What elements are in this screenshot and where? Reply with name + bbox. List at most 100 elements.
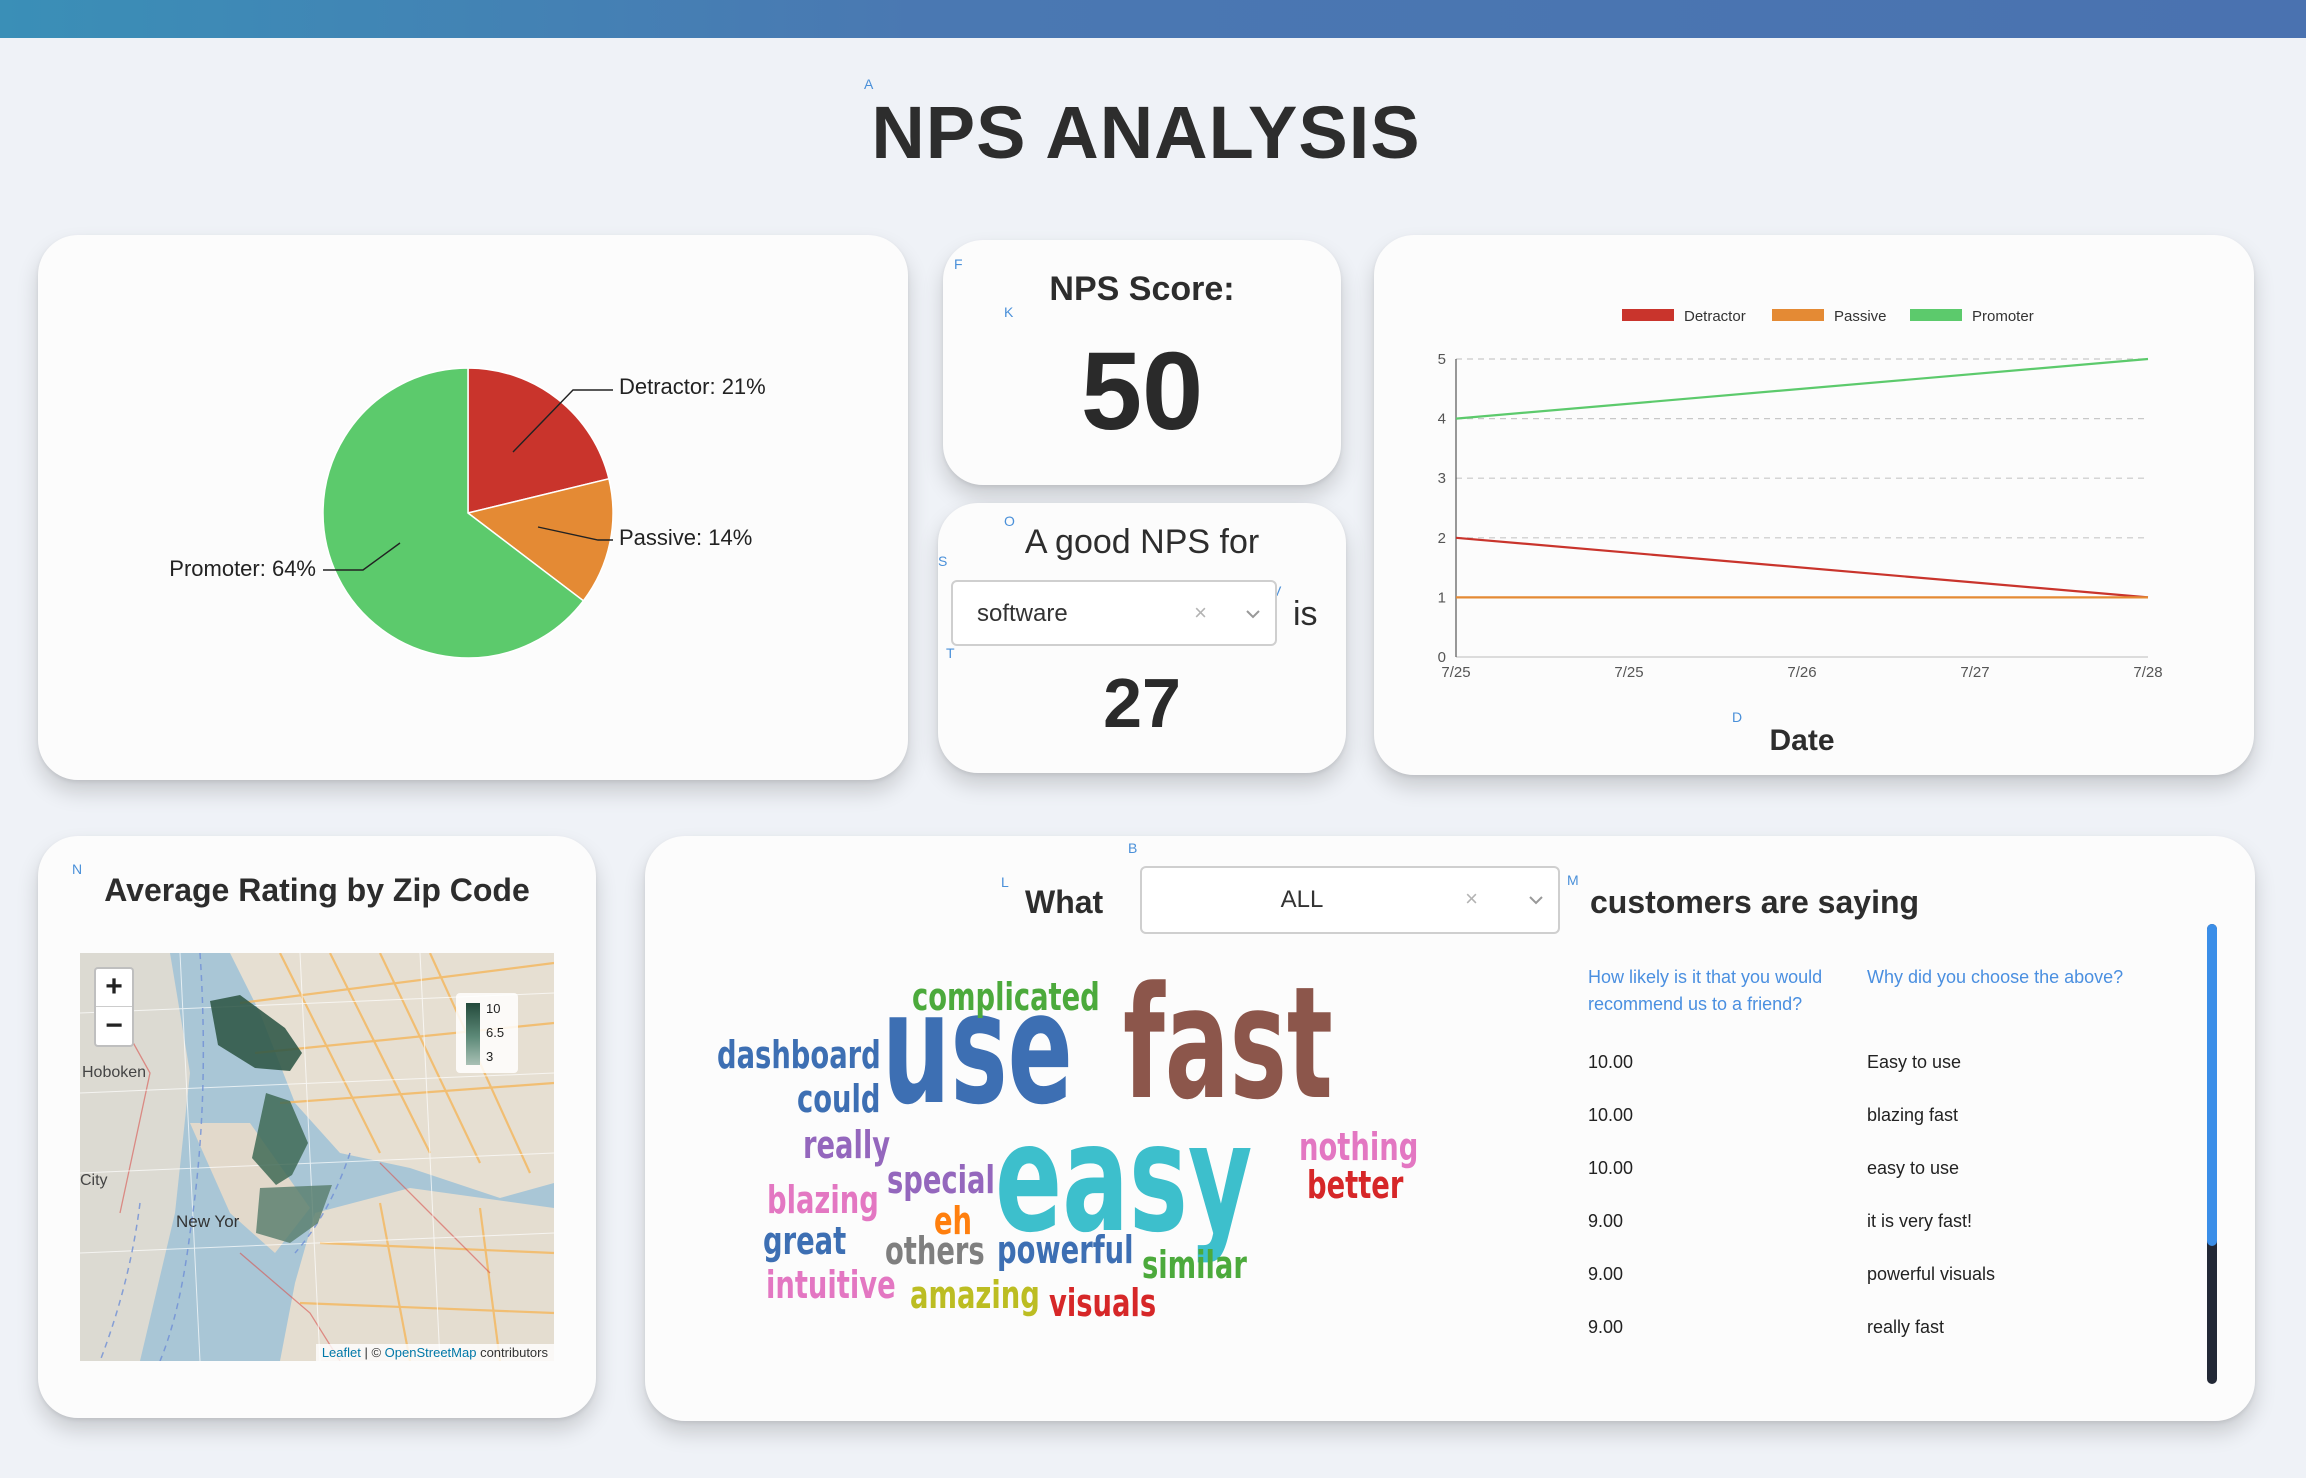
zip-region-low[interactable] [256,1185,332,1243]
good-nps-card: O S V T A good NPS for software × is 27 [938,503,1346,773]
zoom-out-button[interactable]: − [105,1009,123,1042]
marker-t: T [946,645,955,661]
legend-label-passive[interactable]: Passive [1834,308,1887,325]
chevron-down-icon[interactable] [1528,892,1544,908]
chevron-down-icon[interactable] [1245,606,1261,622]
industry-select[interactable]: software × [951,580,1277,646]
word-cloud-word: really [803,1123,891,1167]
pie-label-passive: Passive: 14% [619,525,752,550]
x-tick-label: 7/26 [1787,664,1816,681]
what-label: What [1025,884,1104,920]
table-header-likelihood[interactable]: How likely is it that you would recommen… [1588,967,1823,1014]
industry-select-value: software [977,600,1068,627]
table-cell-score: 10.00 [1588,1105,1634,1125]
zip-code-map[interactable]: Hoboken City New Yor + − 10 6.5 3 Leafle… [80,953,554,1361]
word-cloud-word: intuitive [766,1263,896,1307]
word-cloud-word: special [887,1158,995,1202]
marker-n: N [72,861,83,877]
word-cloud-word: amazing [910,1273,1040,1317]
table-cell-reason: easy to use [1867,1158,1960,1178]
map-tiles: Hoboken City New Yor [80,953,554,1361]
y-tick-label: 3 [1438,470,1446,487]
table-scrollbar[interactable] [2207,924,2217,1384]
marker-o: O [1004,513,1015,529]
word-cloud-word: visuals [1049,1281,1157,1325]
map-legend-tick-min: 3 [486,1049,494,1064]
table-cell-score: 10.00 [1588,1052,1634,1072]
word-cloud-word: others [885,1229,985,1273]
y-tick-label: 1 [1438,589,1446,606]
clear-icon[interactable]: × [1194,600,1207,625]
map-card: N Average Rating by Zip Code [38,836,596,1418]
marker-k: K [1004,304,1014,320]
leaflet-link[interactable]: Leaflet [321,1345,361,1360]
map-label-hoboken: Hoboken [82,1064,146,1081]
pie-label-detractor: Detractor: 21% [619,374,766,399]
zoom-in-button[interactable]: + [96,969,132,1007]
map-label-newyork: New Yor [176,1212,240,1231]
word-cloud-word: dashboard [717,1033,881,1077]
legend-swatch-passive[interactable] [1772,309,1824,321]
y-tick-label: 0 [1438,649,1446,666]
zip-region-high[interactable] [210,995,302,1071]
map-legend: 10 6.5 3 [456,993,518,1073]
segment-select[interactable]: ALL × [1140,866,1560,934]
pie-leader-detractor [512,389,613,453]
marker-f: F [954,256,963,272]
legend-swatch-promoter[interactable] [1910,309,1962,321]
pie-leader-promoter [323,542,401,571]
word-cloud-word: fast [1123,953,1333,1134]
word-cloud-word: blazing [767,1178,879,1222]
series-line-promoter[interactable] [1455,357,2149,420]
zoom-control: + − [94,967,134,1047]
customer-comments-card: B L M What ALL × customers are saying us… [645,836,2255,1421]
legend-label-promoter[interactable]: Promoter [1972,308,2034,325]
x-tick-label: 7/25 [1614,664,1643,681]
pie-leader-passive [537,526,613,541]
attribution-tail: contributors [476,1345,548,1360]
word-cloud-word: easy [995,1092,1253,1266]
line-chart-card: D Detractor Passive Promoter 0 1 2 3 4 5 7/25 7/25… [1374,235,2254,775]
pie-slice-passive[interactable] [466,477,614,602]
series-line-detractor[interactable] [1455,536,2149,599]
map-legend-tick-mid: 6.5 [486,1025,505,1040]
marker-d: D [1732,709,1743,725]
pie-chart: Detractor: 21% Passive: 14% Promoter: 64… [169,367,766,659]
customers-saying-label: customers are saying [1590,884,1920,920]
x-axis-title: Date [1769,724,1834,757]
x-tick-label: 7/28 [2133,664,2162,681]
x-tick-label: 7/27 [1960,664,1989,681]
legend-swatch-detractor[interactable] [1622,309,1674,321]
table-cell-reason: powerful visuals [1867,1264,1996,1284]
x-tick-label: 7/25 [1441,664,1470,681]
word-cloud-word: great [763,1219,847,1263]
segment-select-value: ALL [1280,886,1324,913]
attribution-sep: | © [360,1345,385,1360]
word-cloud-word: powerful [997,1228,1134,1272]
y-tick-label: 4 [1438,411,1446,428]
word-cloud-word: similar [1142,1243,1247,1287]
clear-icon[interactable]: × [1465,886,1478,911]
pie-label-promoter: Promoter: 64% [169,556,316,581]
table-scrollbar-thumb[interactable] [2207,924,2217,1246]
legend-label-detractor[interactable]: Detractor [1684,308,1746,325]
zip-region-mid[interactable] [252,1093,308,1185]
table-header-reason[interactable]: Why did you choose the above? [1867,967,2124,987]
nps-score-card: F K NPS Score: 50 [943,240,1341,485]
table-cell-score: 10.00 [1588,1158,1634,1178]
word-cloud-word: use [882,958,1073,1139]
pie-slice-promoter[interactable] [322,367,585,659]
good-nps-value: 27 [1103,664,1181,742]
word-cloud-word: better [1307,1163,1404,1207]
nps-score-value: 50 [1080,330,1204,453]
y-tick-label: 2 [1438,530,1446,547]
word-cloud-word: eh [934,1199,973,1243]
word-cloud-word: nothing [1299,1125,1419,1169]
top-banner [0,0,2306,38]
pie-slice-detractor[interactable] [467,367,610,514]
nps-score-label: NPS Score: [1049,270,1235,308]
marker-m: M [1567,872,1579,888]
marker-s: S [938,553,948,569]
osm-link[interactable]: OpenStreetMap [384,1345,477,1360]
map-title: Average Rating by Zip Code [104,872,530,908]
